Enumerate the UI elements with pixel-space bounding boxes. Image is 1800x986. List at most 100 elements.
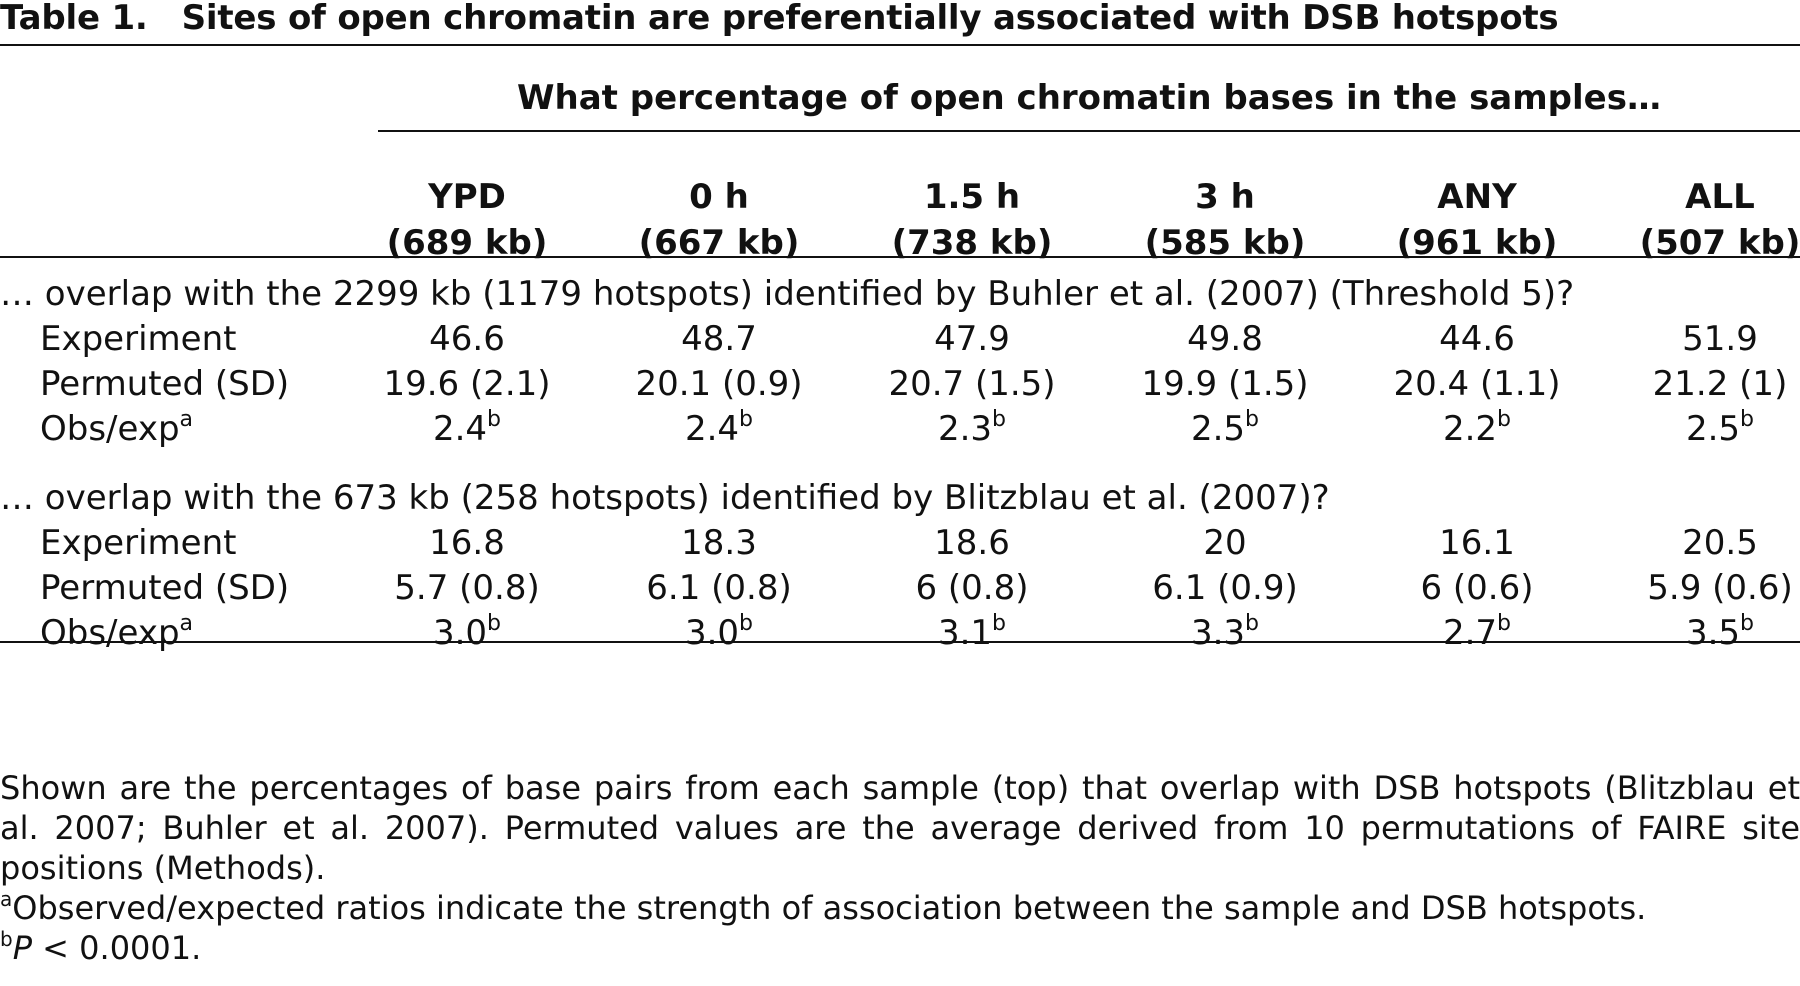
column-name: 1.5 h xyxy=(923,177,1021,217)
table-cell: 3.5b xyxy=(1595,611,1800,654)
row-label-text: Obs/exp xyxy=(40,613,180,653)
column-size: (961 kb) xyxy=(1396,223,1558,263)
table-cell: 3.3b xyxy=(1100,611,1350,654)
cell-value: 3.1 xyxy=(937,613,993,653)
column-size: (667 kb) xyxy=(638,223,800,263)
cell-superscript: b xyxy=(739,407,754,432)
row-label: Permuted (SD) xyxy=(40,364,289,404)
cell-value: 18.3 xyxy=(681,523,757,563)
cell-value: 6.1 (0.9) xyxy=(1152,568,1298,608)
cell-value: 16.1 xyxy=(1439,523,1515,563)
table-cell: 6.1 (0.9) xyxy=(1100,568,1350,608)
cell-value: 20.7 (1.5) xyxy=(888,364,1056,404)
table-row: Experiment 16.8 18.3 18.6 20 16.1 20.5 xyxy=(0,523,1800,569)
cell-value: 20.1 (0.9) xyxy=(635,364,803,404)
column-spanner: What percentage of open chromatin bases … xyxy=(517,78,1661,118)
cell-superscript: b xyxy=(992,407,1007,432)
table-cell: 20.1 (0.9) xyxy=(594,364,844,404)
cell-value: 6 (0.8) xyxy=(915,568,1029,608)
column-size: (585 kb) xyxy=(1144,223,1306,263)
footnote-main: Shown are the percentages of base pairs … xyxy=(0,769,1800,887)
table-cell: 19.9 (1.5) xyxy=(1100,364,1350,404)
row-label-superscript: a xyxy=(179,611,194,636)
spanner-rule xyxy=(378,130,1800,132)
cell-value: 2.5 xyxy=(1190,409,1246,449)
table-cell: 47.9 xyxy=(847,319,1097,359)
table-cell: 18.3 xyxy=(594,523,844,563)
cell-superscript: b xyxy=(1740,611,1755,636)
cell-value: 2.5 xyxy=(1685,409,1741,449)
table-cell: 5.9 (0.6) xyxy=(1595,568,1800,608)
cell-superscript: b xyxy=(487,611,502,636)
cell-value: 5.9 (0.6) xyxy=(1647,568,1793,608)
cell-value: 47.9 xyxy=(934,319,1010,359)
column-name: 0 h xyxy=(689,177,749,217)
table-cell: 6 (0.8) xyxy=(847,568,1097,608)
footnote-b: bP < 0.0001. xyxy=(0,928,1800,968)
cell-superscript: b xyxy=(1245,407,1260,432)
cell-value: 20.5 xyxy=(1682,523,1758,563)
cell-value: 19.6 (2.1) xyxy=(383,364,551,404)
table-cell: 2.3b xyxy=(847,407,1097,450)
cell-value: 21.2 (1) xyxy=(1652,364,1788,404)
cell-superscript: b xyxy=(739,611,754,636)
table-cell: 20.7 (1.5) xyxy=(847,364,1097,404)
table-cell: 2.5b xyxy=(1595,409,1800,450)
column-header: 1.5 h (738 kb) xyxy=(847,174,1097,266)
table-cell: 6 (0.6) xyxy=(1352,568,1602,608)
cell-value: 2.7 xyxy=(1442,613,1498,653)
table-cell: 20 xyxy=(1100,523,1350,563)
row-label-text: Experiment xyxy=(40,523,237,563)
row-label-text: Permuted (SD) xyxy=(40,364,290,404)
cell-value: 2.3 xyxy=(937,409,993,449)
column-name: ALL xyxy=(1685,177,1755,217)
cell-value: 3.0 xyxy=(684,613,740,653)
cell-superscript: b xyxy=(487,407,502,432)
header-rule xyxy=(0,256,1800,258)
column-header: 3 h (585 kb) xyxy=(1100,174,1350,266)
footnote-a: aObserved/expected ratios indicate the s… xyxy=(0,888,1800,928)
section-title: … overlap with the 673 kb (258 hotspots)… xyxy=(0,478,1330,518)
bottom-rule xyxy=(0,641,1800,643)
cell-value: 6.1 (0.8) xyxy=(646,568,792,608)
table-cell: 2.2b xyxy=(1352,407,1602,450)
row-label: Obs/expa xyxy=(40,611,194,654)
row-label-text: Experiment xyxy=(40,319,237,359)
table-cell: 2.5b xyxy=(1100,407,1350,450)
cell-value: 16.8 xyxy=(429,523,505,563)
footnote-a-text: Observed/expected ratios indicate the st… xyxy=(12,889,1647,927)
table-cell: 2.7b xyxy=(1352,613,1602,654)
table-cell: 16.1 xyxy=(1352,523,1602,563)
column-size: (507 kb) xyxy=(1639,223,1800,263)
table-label: Table 1. xyxy=(0,0,148,38)
footnote-a-mark: a xyxy=(0,887,13,911)
cell-value: 6 (0.6) xyxy=(1420,568,1534,608)
table-row: Experiment 46.6 48.7 47.9 49.8 44.6 51.9 xyxy=(0,319,1800,365)
column-header: YPD (689 kb) xyxy=(342,174,592,266)
row-label: Experiment xyxy=(40,523,236,563)
column-header: ALL (507 kb) xyxy=(1595,174,1800,266)
row-label-text: Permuted (SD) xyxy=(40,568,290,608)
cell-value: 3.0 xyxy=(432,613,488,653)
cell-value: 5.7 (0.8) xyxy=(394,568,540,608)
table-cell: 46.6 xyxy=(342,319,592,359)
table-row: Obs/expa 3.0b 3.0b 3.1b 3.3b 2.7b 3.5b xyxy=(0,613,1800,659)
cell-superscript: b xyxy=(1497,407,1512,432)
row-label: Obs/expa xyxy=(40,407,194,450)
table-cell: 3.0b xyxy=(342,611,592,654)
cell-superscript: b xyxy=(1245,611,1260,636)
table-cell: 2.4b xyxy=(594,407,844,450)
top-rule xyxy=(0,44,1800,46)
cell-value: 19.9 (1.5) xyxy=(1141,364,1309,404)
footnote-b-italic: P xyxy=(12,929,32,967)
column-header: ANY (961 kb) xyxy=(1352,174,1602,266)
row-label-superscript: a xyxy=(179,407,194,432)
table-row: Permuted (SD) 19.6 (2.1) 20.1 (0.9) 20.7 (1… xyxy=(0,364,1800,410)
table-footnotes: Shown are the percentages of base pairs … xyxy=(0,768,1800,968)
section-title: … overlap with the 2299 kb (1179 hotspot… xyxy=(0,274,1575,314)
table-cell: 6.1 (0.8) xyxy=(594,568,844,608)
cell-value: 18.6 xyxy=(934,523,1010,563)
table-cell: 49.8 xyxy=(1100,319,1350,359)
table-title: Table 1. Sites of open chromatin are pref… xyxy=(0,0,1559,38)
cell-superscript: b xyxy=(992,611,1007,636)
